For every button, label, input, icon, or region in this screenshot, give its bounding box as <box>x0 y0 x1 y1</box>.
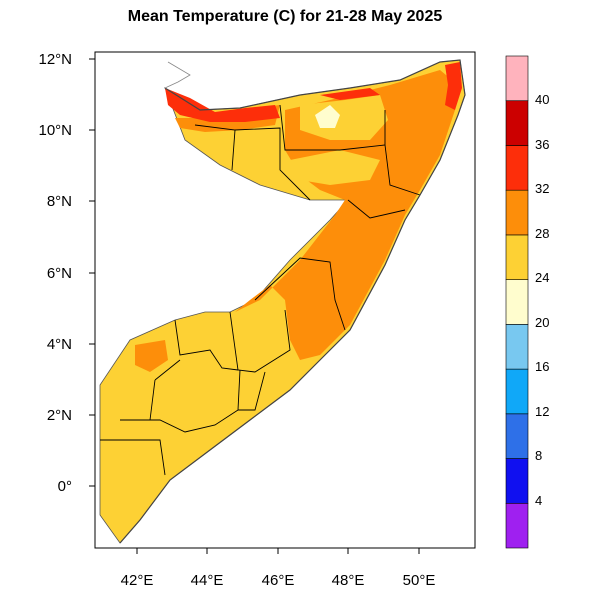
lat-ticks <box>89 58 95 487</box>
colorbar-label-8: 8 <box>535 448 542 463</box>
admin-boundaries <box>100 104 421 476</box>
lon-label-46: 46°E <box>262 572 295 589</box>
lat-label-2n: 2°N <box>47 407 72 424</box>
colorbar-segment <box>505 324 529 370</box>
lat-label-10n: 10°N <box>38 122 72 139</box>
colorbar-segment <box>505 55 529 102</box>
neighbor-border <box>164 61 191 89</box>
map-title: Mean Temperature (C) for 21-28 May 2025 <box>127 8 443 25</box>
lat-label-4n: 4°N <box>47 336 72 353</box>
lon-label-48: 48°E <box>332 572 365 589</box>
region-32-36-north-strip <box>320 88 380 100</box>
colorbar-segment <box>505 189 529 236</box>
region-32-36-tip <box>445 62 462 110</box>
lon-label-42: 42°E <box>121 572 154 589</box>
colorbar-label-28: 28 <box>535 226 549 241</box>
lat-label-8n: 8°N <box>47 193 72 210</box>
colorbar-segment <box>505 145 529 191</box>
colorbar-label-24: 24 <box>535 270 549 285</box>
lon-label-44: 44°E <box>191 572 224 589</box>
colorbar-segment <box>505 368 529 415</box>
region-20-24 <box>315 105 340 128</box>
colorbar-segment <box>505 234 529 280</box>
colorbar-segment <box>505 458 529 504</box>
colorbar-label-36: 36 <box>535 137 549 152</box>
colorbar-segment <box>505 279 529 325</box>
colorbar-labels: 40 36 32 28 24 20 16 12 8 4 <box>535 92 549 508</box>
region-32-36-northwest <box>165 88 280 122</box>
colorbar-label-12: 12 <box>535 404 549 419</box>
colorbar-label-16: 16 <box>535 359 549 374</box>
colorbar-segment <box>505 502 529 549</box>
colorbar-label-20: 20 <box>535 315 549 330</box>
colorbar-label-32: 32 <box>535 181 549 196</box>
colorbar <box>505 55 529 549</box>
region-24-28-pocket-a <box>300 95 388 140</box>
region-28-32-northeast <box>235 70 458 360</box>
region-24-28-pocket-b <box>250 300 285 365</box>
region-24-28-pocket-c <box>290 150 380 185</box>
lon-label-50: 50°E <box>403 572 436 589</box>
lat-label-12n: 12°N <box>38 51 72 68</box>
colorbar-label-4: 4 <box>535 493 542 508</box>
colorbar-segment <box>505 413 529 459</box>
coastline <box>119 59 466 544</box>
lat-label-0: 0° <box>58 478 72 495</box>
colorbar-label-40: 40 <box>535 92 549 107</box>
lon-ticks <box>136 548 420 554</box>
region-28-32-west <box>135 340 168 372</box>
lat-label-6n: 6°N <box>47 265 72 282</box>
colorbar-segment <box>505 100 529 146</box>
